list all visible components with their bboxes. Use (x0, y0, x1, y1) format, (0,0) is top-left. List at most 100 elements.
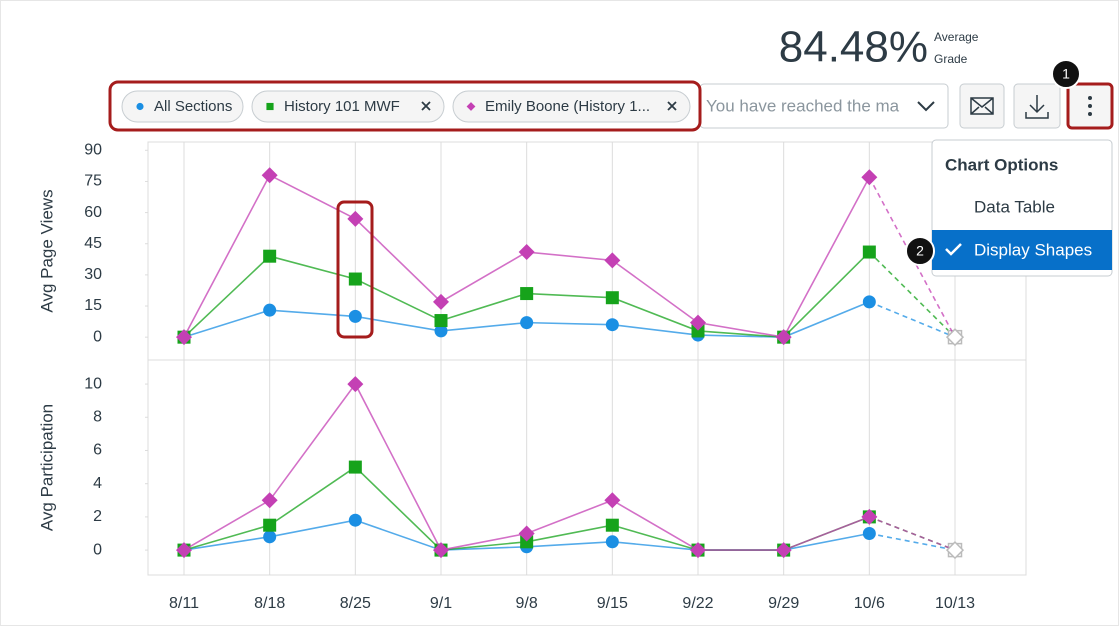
dot (1088, 104, 1092, 108)
point (263, 518, 277, 532)
plot-area (147, 359, 1027, 576)
point (690, 314, 706, 331)
x-tick-label: 9/22 (682, 595, 713, 612)
x-tick-label: 9/15 (597, 595, 628, 612)
plots: 0 15 30 45 60 75 90 Avg Page Views 0 2 4 6 8 10 Avg Pa… (37, 141, 1027, 612)
point (862, 295, 876, 309)
chip-label: All Sections (154, 98, 232, 115)
point (520, 316, 534, 330)
point (263, 303, 277, 317)
point (945, 328, 965, 347)
callout-number: 2 (916, 243, 924, 259)
point (861, 508, 878, 525)
y-tick-label: 2 (93, 508, 102, 525)
point (518, 525, 535, 542)
chip-remove[interactable] (421, 101, 431, 111)
chip-label: History 101 MWF (284, 98, 400, 115)
point (604, 252, 621, 269)
y-tick-label: 75 (84, 173, 102, 190)
y-tick-label: 6 (93, 442, 102, 459)
grade-label: Grade (934, 52, 968, 66)
chip-remove[interactable] (667, 101, 677, 111)
callout (905, 236, 935, 266)
y-tick-label: 8 (93, 408, 102, 425)
chevron[interactable] (917, 101, 935, 112)
point (266, 102, 274, 111)
series-line (869, 301, 956, 338)
grade-label: Average (934, 30, 979, 44)
point (605, 518, 619, 532)
point (520, 535, 534, 549)
callout-number: 1 (1062, 66, 1070, 82)
point (604, 492, 621, 509)
chip-label: Emily Boone (History 1... (485, 98, 650, 115)
grade: 84.48% (779, 23, 928, 72)
point (466, 102, 476, 111)
menu-title: Chart Options (945, 155, 1058, 174)
callout (1051, 59, 1081, 89)
point (605, 318, 619, 332)
search-placeholder: You have reached the ma (706, 96, 900, 115)
filter-chips: All Sections History 101 MWF Emily Boone (… (121, 90, 691, 123)
x-tick-label: 8/11 (169, 595, 199, 612)
point (347, 210, 364, 227)
dot (1088, 112, 1092, 116)
y-tick-label: 30 (84, 266, 102, 283)
y-axis-title: Avg Participation (37, 404, 56, 531)
x-tick-label: 9/1 (430, 595, 452, 612)
filter-highlight (108, 80, 702, 132)
point (348, 309, 362, 323)
filter-chip (452, 90, 691, 123)
point (176, 329, 192, 346)
x-tick-label: 8/25 (340, 595, 371, 612)
point (261, 492, 278, 509)
point (348, 272, 362, 286)
y-tick-label: 60 (84, 204, 102, 221)
point (775, 542, 792, 559)
point (518, 244, 535, 261)
point (862, 245, 876, 259)
point (261, 167, 278, 184)
point (433, 293, 449, 310)
chart: 0 15 30 45 60 75 90 Avg Page Views (37, 141, 1027, 361)
x-tick-label: 9/29 (768, 595, 799, 612)
y-tick-label: 4 (93, 475, 102, 492)
menu-item-selected[interactable] (932, 230, 1112, 270)
menu-item[interactable]: Display Shapes (974, 240, 1092, 259)
point (862, 526, 876, 540)
x-tick-label: 9/8 (516, 595, 538, 612)
point (434, 314, 448, 328)
y-tick-label: 0 (93, 541, 102, 558)
y-axis-title: Avg Page Views (37, 189, 56, 312)
point (263, 530, 277, 544)
point (347, 376, 364, 393)
series-line (869, 516, 956, 551)
filter-chip (121, 90, 244, 123)
email-button[interactable] (959, 83, 1005, 129)
download-icon (1025, 95, 1049, 119)
point (605, 535, 619, 549)
y-tick-label: 90 (84, 142, 102, 159)
point (433, 542, 449, 559)
point (136, 102, 144, 111)
email-icon (970, 97, 994, 115)
x-tick-label: 10/6 (854, 595, 885, 612)
point (605, 291, 619, 305)
y-tick-label: 0 (93, 328, 102, 345)
check-icon (945, 243, 962, 256)
series-line (868, 251, 956, 338)
point (861, 169, 878, 186)
point (348, 513, 362, 527)
x-tick-label: 10/13 (935, 595, 975, 612)
filter-chip (251, 90, 445, 123)
menu-item[interactable]: Data Table (974, 197, 1055, 216)
point (176, 542, 192, 559)
point (690, 542, 706, 559)
series-line (869, 532, 956, 551)
dot (1088, 96, 1092, 100)
point (434, 324, 448, 338)
point-highlight (336, 200, 374, 339)
point (263, 249, 277, 263)
y-tick-label: 10 (84, 375, 102, 392)
